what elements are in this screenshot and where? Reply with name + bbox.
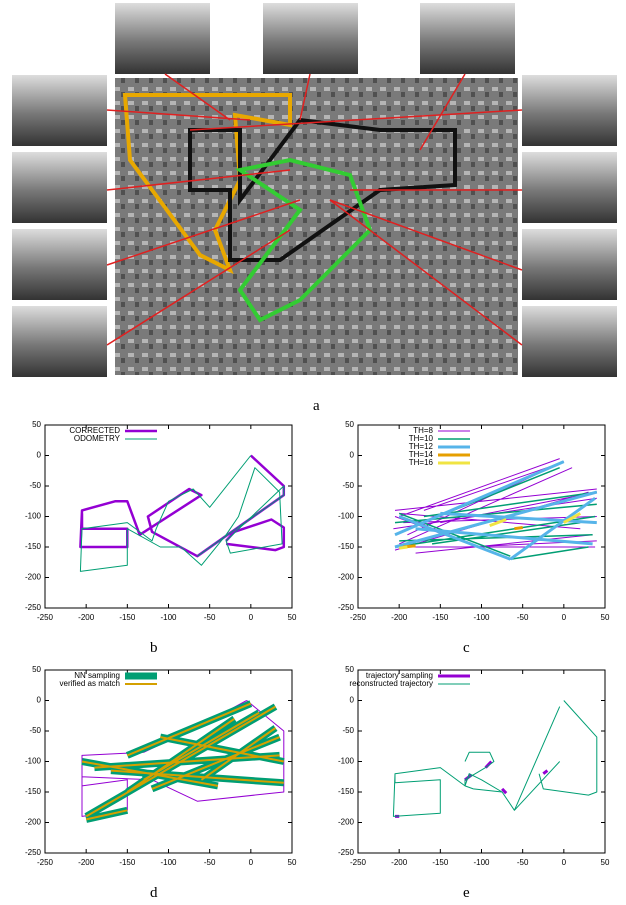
chart: -250 -200 -150 -100 -50 0 50 -250 -200 -150 -100 -5… — [25, 420, 297, 622]
x-tick-label: 50 — [288, 858, 297, 867]
legend-label: reconstructed trajectory — [349, 679, 433, 688]
plot-frame — [44, 669, 293, 854]
series-line — [81, 702, 284, 821]
x-tick-label: -250 — [37, 858, 54, 867]
y-tick-label: -150 — [25, 542, 42, 551]
plot-frame — [357, 424, 606, 609]
legend-label: trajectory sampling — [366, 671, 433, 680]
y-tick-label: 50 — [32, 665, 41, 674]
x-tick-label: 0 — [249, 858, 254, 867]
y-tick-label: 50 — [345, 665, 354, 674]
y-tick-label: -100 — [25, 512, 42, 521]
x-tick-label: -50 — [204, 613, 216, 622]
y-tick-label: -150 — [338, 787, 355, 796]
x-tick-label: -50 — [517, 858, 529, 867]
caption: c — [463, 640, 470, 656]
x-tick-label: -50 — [204, 858, 216, 867]
x-tick-label: -200 — [78, 613, 95, 622]
y-tick-label: -50 — [342, 726, 354, 735]
x-tick-label: -100 — [160, 613, 177, 622]
x-tick-label: 50 — [601, 858, 610, 867]
y-tick-label: -250 — [338, 603, 355, 612]
series-line — [394, 467, 597, 560]
series-line — [79, 454, 286, 558]
legend-label: verified as match — [60, 679, 120, 688]
x-tick-label: -100 — [473, 858, 490, 867]
y-tick-label: 0 — [350, 696, 355, 705]
series-line — [398, 512, 582, 550]
chart: -250 -200 -150 -100 -50 0 50 -250 -200 -150 -100 -5… — [338, 665, 610, 867]
y-tick-label: -250 — [25, 848, 42, 857]
y-tick-label: -150 — [338, 542, 355, 551]
y-tick-label: -50 — [342, 481, 354, 490]
x-tick-label: -150 — [119, 613, 136, 622]
x-tick-label: -200 — [391, 613, 408, 622]
caption: a — [313, 398, 320, 414]
series-line — [395, 760, 549, 818]
x-tick-label: -200 — [391, 858, 408, 867]
legend-label: TH=10 — [409, 434, 434, 443]
y-tick-label: -50 — [29, 481, 41, 490]
series-line — [394, 460, 598, 561]
series-line — [392, 700, 598, 817]
aerial-image — [115, 78, 518, 375]
x-tick-label: 50 — [601, 613, 610, 622]
y-tick-label: 0 — [37, 696, 42, 705]
x-tick-label: 0 — [249, 613, 254, 622]
x-tick-label: -250 — [37, 613, 54, 622]
y-tick-label: -50 — [29, 726, 41, 735]
legend-label: ODOMETRY — [74, 434, 121, 443]
y-tick-label: -100 — [25, 757, 42, 766]
caption: b — [150, 640, 158, 656]
legend-label: TH=14 — [409, 450, 434, 459]
y-tick-label: 50 — [32, 420, 41, 429]
y-tick-label: -200 — [25, 818, 42, 827]
x-tick-label: 50 — [288, 613, 297, 622]
y-tick-label: 0 — [37, 451, 42, 460]
chart: -250 -200 -150 -100 -50 0 50 -250 -200 -150 -100 -5… — [25, 665, 297, 867]
plot-frame — [357, 669, 606, 854]
y-tick-label: 50 — [345, 420, 354, 429]
photo-panel — [12, 3, 617, 377]
legend-label: TH=12 — [409, 442, 434, 451]
x-tick-label: -100 — [160, 858, 177, 867]
y-tick-label: 0 — [350, 451, 355, 460]
y-tick-label: -250 — [25, 603, 42, 612]
x-tick-label: -150 — [432, 858, 449, 867]
y-tick-label: -100 — [338, 757, 355, 766]
y-tick-label: -100 — [338, 512, 355, 521]
y-tick-label: -200 — [338, 818, 355, 827]
x-tick-label: 0 — [562, 613, 567, 622]
series-line — [393, 458, 597, 560]
y-tick-label: -250 — [338, 848, 355, 857]
y-tick-label: -200 — [338, 573, 355, 582]
arrows — [106, 73, 523, 346]
x-tick-label: -150 — [119, 858, 136, 867]
x-tick-label: -100 — [473, 613, 490, 622]
y-tick-label: -200 — [25, 573, 42, 582]
x-tick-label: -50 — [517, 613, 529, 622]
legend-label: CORRECTED — [69, 426, 120, 435]
x-tick-label: -150 — [432, 613, 449, 622]
x-tick-label: -250 — [350, 858, 367, 867]
y-tick-label: -150 — [25, 787, 42, 796]
caption: d — [150, 885, 158, 901]
legend-label: TH=16 — [409, 458, 434, 467]
caption: e — [463, 885, 470, 901]
x-tick-label: 0 — [562, 858, 567, 867]
x-tick-label: -200 — [78, 858, 95, 867]
chart: -250 -200 -150 -100 -50 0 50 -250 -200 -150 -100 -5… — [338, 420, 610, 622]
photos — [12, 3, 617, 377]
legend-label: NN sampling — [74, 671, 120, 680]
legend-label: TH=8 — [413, 426, 433, 435]
plot-frame — [44, 424, 293, 609]
series-line — [79, 455, 285, 572]
x-tick-label: -250 — [350, 613, 367, 622]
